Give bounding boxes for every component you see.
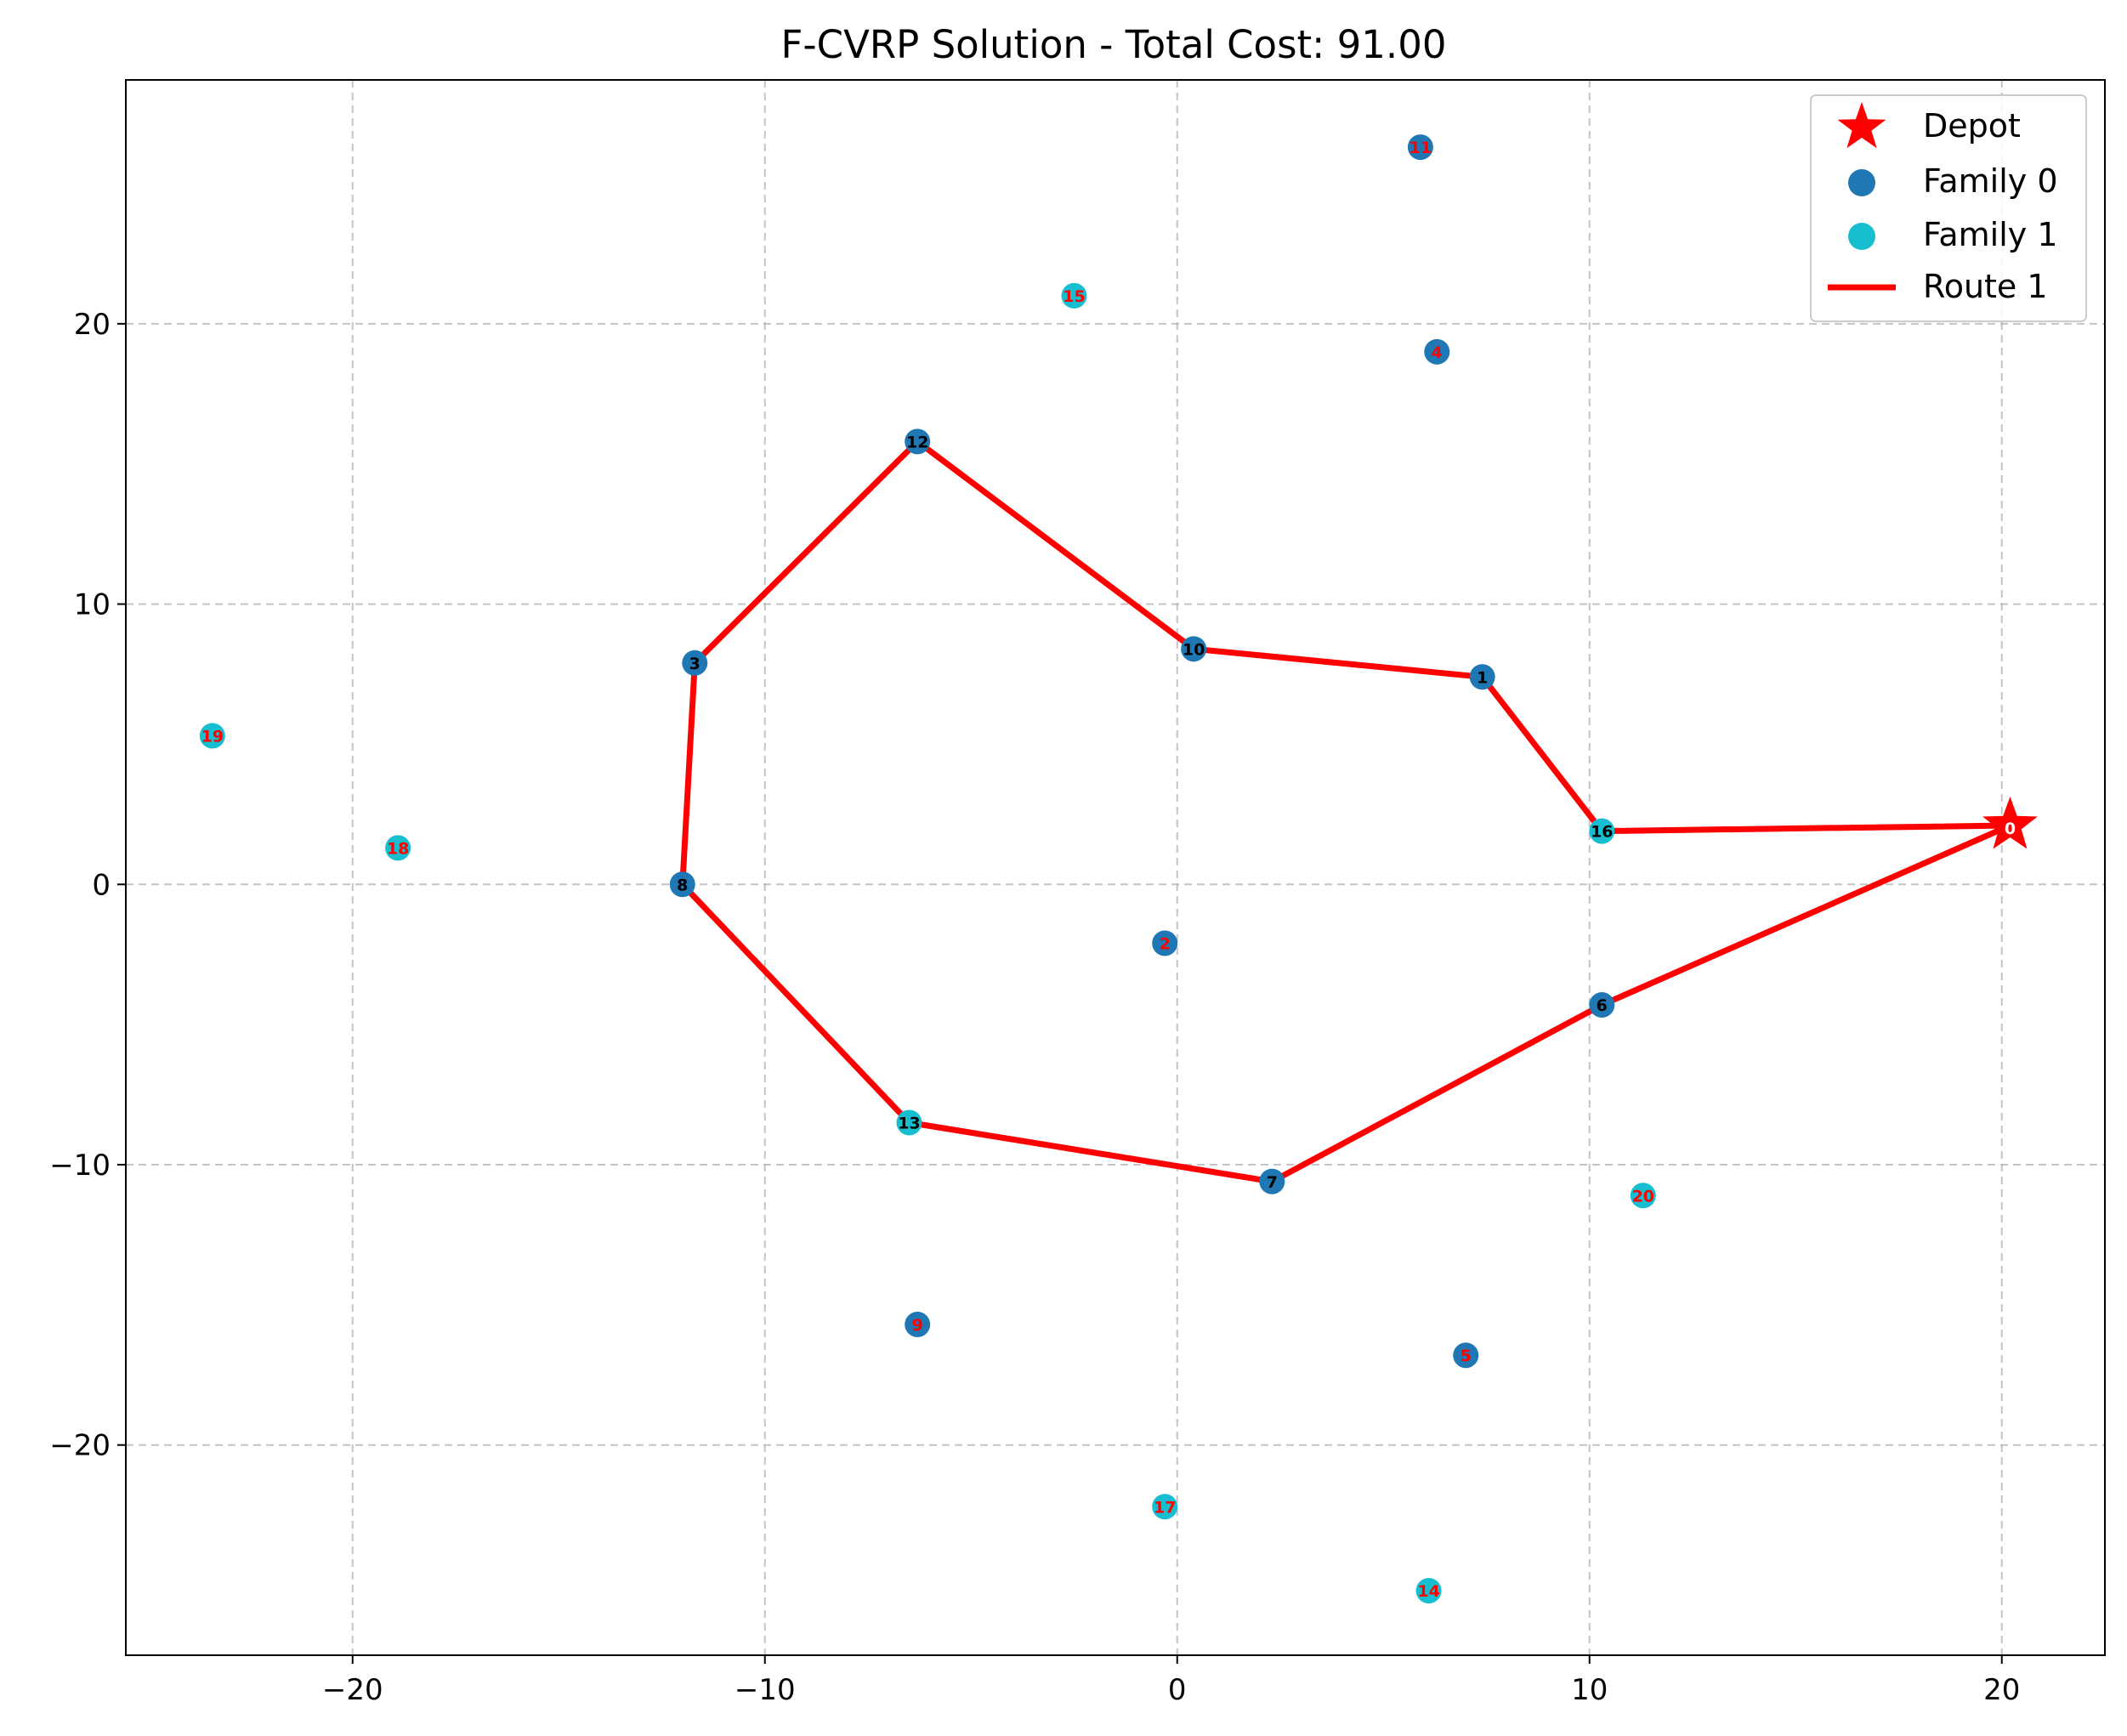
legend-box	[1810, 94, 2087, 322]
depot-label: 0	[2005, 820, 2016, 838]
node-label-17: 17	[1154, 1498, 1176, 1517]
customer-node-20	[1630, 1183, 1656, 1209]
node-label-15: 15	[1063, 287, 1085, 306]
node-label-9: 9	[912, 1316, 923, 1335]
depot-star-marker	[1982, 797, 2038, 849]
customer-node-15	[1061, 282, 1087, 309]
customer-node-2	[1152, 930, 1178, 956]
customer-node-4	[1424, 338, 1450, 365]
x-tick-label: 0	[1168, 1673, 1187, 1707]
node-label-12: 12	[906, 433, 928, 451]
node-label-4: 4	[1432, 343, 1443, 362]
node-label-10: 10	[1183, 640, 1205, 659]
legend-depot-star-icon	[1837, 102, 1886, 149]
legend-family-1-label: Family 1	[1923, 216, 2058, 253]
point-layer	[199, 134, 2038, 1604]
node-label-18: 18	[387, 839, 409, 858]
customer-node-5	[1453, 1342, 1479, 1369]
customer-node-17	[1152, 1494, 1178, 1520]
grid-layer	[126, 80, 2105, 1655]
node-label-16: 16	[1591, 823, 1613, 842]
y-tick-label: 20	[74, 308, 111, 342]
y-tick-label: 10	[74, 588, 111, 622]
customer-node-3	[682, 650, 708, 676]
customer-node-11	[1407, 134, 1433, 161]
chart-title: F-CVRP Solution - Total Cost: 91.00	[781, 22, 1447, 67]
x-tick-label: −10	[735, 1673, 796, 1707]
route-layer	[679, 438, 2011, 1185]
customer-node-14	[1415, 1578, 1442, 1604]
customer-node-13	[896, 1109, 922, 1136]
customer-node-16	[1589, 818, 1615, 844]
node-label-6: 6	[1597, 996, 1608, 1015]
legend-family-0-label: Family 0	[1923, 162, 2058, 200]
customer-node-12	[905, 428, 931, 455]
customer-node-19	[199, 723, 225, 749]
node-label-3: 3	[689, 655, 700, 673]
node-label-13: 13	[898, 1115, 920, 1133]
node-label-7: 7	[1267, 1173, 1278, 1192]
legend-depot-label: Depot	[1923, 107, 2021, 145]
legend-family-0-marker	[1848, 169, 1875, 196]
node-label-1: 1	[1477, 668, 1488, 687]
customer-node-9	[905, 1311, 931, 1337]
node-label-19: 19	[201, 728, 224, 746]
customer-node-1	[1469, 664, 1495, 690]
legend: Depot Family 0 Family 1 Route 1	[1810, 94, 2087, 322]
node-label-2: 2	[1160, 935, 1171, 954]
y-tick-label: 0	[92, 868, 111, 902]
route-line-1	[679, 438, 2011, 1185]
x-tick-label: 10	[1571, 1673, 1608, 1707]
customer-node-7	[1259, 1168, 1285, 1194]
node-label-11: 11	[1409, 139, 1432, 157]
y-tick-label: −20	[49, 1429, 111, 1463]
node-label-5: 5	[1461, 1347, 1472, 1365]
node-label-20: 20	[1632, 1187, 1654, 1206]
customer-node-18	[385, 835, 411, 861]
node-label-8: 8	[677, 876, 688, 894]
customer-node-6	[1589, 992, 1615, 1018]
x-tick-label: −20	[322, 1673, 383, 1707]
node-label-14: 14	[1417, 1582, 1439, 1601]
plot-frame	[125, 79, 2106, 1656]
x-tick-label: 20	[1983, 1673, 2020, 1707]
customer-node-10	[1181, 636, 1207, 662]
legend-route-1-label: Route 1	[1923, 268, 2048, 305]
customer-node-8	[669, 871, 695, 898]
legend-family-1-marker	[1848, 223, 1875, 250]
y-tick-label: −10	[49, 1149, 111, 1183]
